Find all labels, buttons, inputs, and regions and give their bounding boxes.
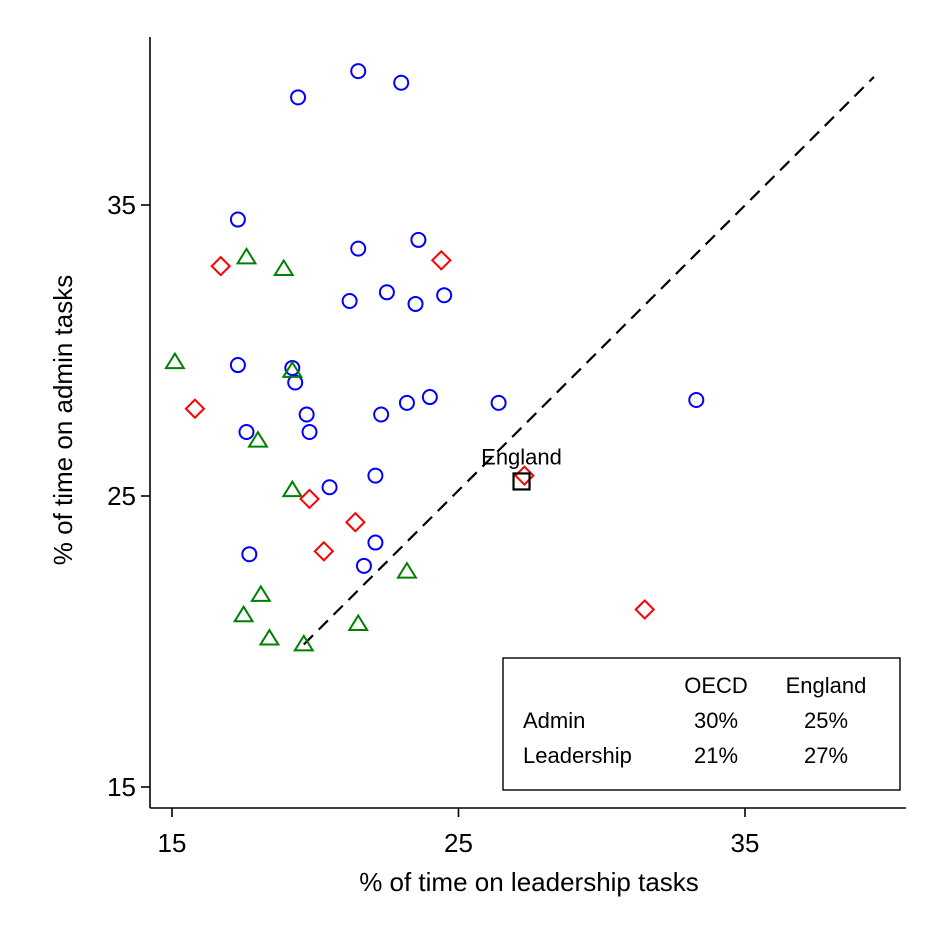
data-points: [164, 63, 705, 652]
reference-line-group: [303, 76, 875, 646]
point-circle: [321, 479, 338, 496]
point-circle: [373, 406, 390, 423]
point-triangle: [247, 430, 269, 448]
point-triangle: [347, 613, 369, 631]
point-circle: [298, 406, 315, 423]
y-tick-label: 25: [107, 481, 136, 511]
legend-value-cell: 30%: [694, 708, 738, 733]
point-square-england: [512, 472, 531, 491]
legend-box: [502, 657, 901, 791]
legend-table: OECD England Admin 30% 25% Leadership 21% 27%: [502, 657, 901, 791]
point-diamond: [313, 540, 335, 562]
point-triangle: [281, 360, 304, 378]
annotations: England: [481, 444, 562, 469]
legend-value-cell: 27%: [804, 743, 848, 768]
point-circle: [241, 546, 258, 563]
point-circle: [287, 374, 304, 391]
legend-value-cell: 21%: [694, 743, 738, 768]
point-circle: [341, 293, 358, 310]
point-circle: [421, 389, 438, 406]
point-circle: [378, 284, 395, 301]
legend-row-label: Leadership: [523, 743, 632, 768]
point-circle: [398, 394, 415, 411]
point-circle: [407, 295, 424, 312]
point-circle: [229, 357, 246, 374]
point-diamond: [344, 511, 366, 533]
point-circle: [436, 287, 453, 304]
point-triangle: [281, 479, 304, 498]
point-triangle: [258, 628, 281, 646]
point-circle: [290, 89, 307, 106]
point-diamond: [210, 255, 232, 277]
point-diamond: [184, 398, 206, 420]
axes: 15 25 35 15 25 35: [107, 37, 906, 858]
point-circle: [410, 231, 427, 248]
point-circle: [355, 557, 372, 574]
point-diamond: [430, 249, 452, 271]
legend-header-cell: OECD: [684, 673, 748, 698]
point-circle: [367, 467, 384, 484]
point-triangle: [273, 258, 295, 276]
x-tick-label: 25: [444, 828, 473, 858]
point-triangle: [293, 634, 315, 652]
y-tick-label: 15: [107, 772, 136, 802]
point-circle: [393, 74, 410, 91]
point-circle: [350, 240, 367, 257]
y-axis-title: % of time on admin tasks: [48, 275, 78, 565]
point-circle: [490, 394, 507, 411]
point-circle: [238, 423, 255, 440]
x-tick-label: 15: [158, 828, 187, 858]
legend-header-cell: England: [786, 673, 867, 698]
point-circle: [367, 534, 384, 551]
x-tick-label: 35: [731, 828, 760, 858]
point-triangle: [250, 584, 272, 602]
point-triangle: [164, 351, 186, 370]
point-triangle: [396, 561, 418, 579]
point-diamond: [634, 599, 656, 620]
x-axis-title: % of time on leadership tasks: [359, 867, 699, 897]
england-label: England: [481, 444, 562, 469]
y-tick-label: 35: [107, 190, 136, 220]
point-triangle: [235, 246, 258, 265]
point-circle: [301, 423, 318, 440]
reference-line: [303, 76, 875, 646]
point-triangle: [232, 604, 255, 623]
point-circle: [688, 391, 705, 408]
point-circle: [229, 211, 246, 228]
point-circle: [350, 63, 367, 80]
point-diamond: [299, 488, 320, 510]
legend-row-label: Admin: [523, 708, 585, 733]
legend-value-cell: 25%: [804, 708, 848, 733]
